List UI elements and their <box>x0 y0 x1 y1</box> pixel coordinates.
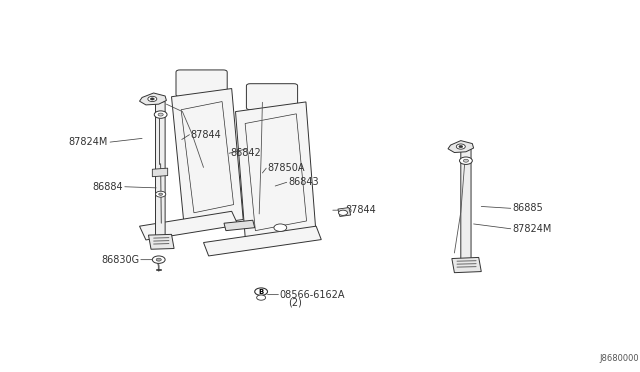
Circle shape <box>150 98 154 100</box>
FancyBboxPatch shape <box>176 70 227 97</box>
FancyBboxPatch shape <box>246 84 298 110</box>
Circle shape <box>456 144 465 149</box>
Text: 86884: 86884 <box>92 182 123 192</box>
Circle shape <box>158 113 163 116</box>
Circle shape <box>463 159 468 162</box>
Circle shape <box>156 258 161 261</box>
Polygon shape <box>152 168 168 177</box>
Text: 87824M: 87824M <box>512 224 552 234</box>
Polygon shape <box>172 89 243 228</box>
Text: 87850A: 87850A <box>268 163 305 173</box>
Polygon shape <box>156 102 165 248</box>
Circle shape <box>255 288 268 295</box>
Circle shape <box>274 224 287 231</box>
Circle shape <box>459 145 463 148</box>
Circle shape <box>154 111 167 118</box>
Text: 08566-6162A: 08566-6162A <box>280 290 345 299</box>
Text: 87844: 87844 <box>346 205 376 215</box>
Polygon shape <box>338 208 351 217</box>
Polygon shape <box>204 226 321 256</box>
Circle shape <box>460 157 472 164</box>
Text: (2): (2) <box>288 297 302 307</box>
Text: 86843: 86843 <box>288 177 319 187</box>
Polygon shape <box>461 149 471 264</box>
Text: 86842: 86842 <box>230 148 261 158</box>
Text: 87824M: 87824M <box>68 137 108 147</box>
Circle shape <box>339 210 348 215</box>
Circle shape <box>152 256 165 263</box>
Polygon shape <box>448 141 474 153</box>
Polygon shape <box>452 257 481 273</box>
Circle shape <box>148 96 157 102</box>
Polygon shape <box>236 102 316 245</box>
Text: B: B <box>259 289 264 295</box>
Circle shape <box>156 191 166 197</box>
Circle shape <box>159 193 163 195</box>
Text: 86830G: 86830G <box>101 255 140 264</box>
Text: J8680000: J8680000 <box>599 354 639 363</box>
Text: 87844: 87844 <box>191 130 221 140</box>
Polygon shape <box>224 220 255 231</box>
Polygon shape <box>140 211 238 240</box>
Polygon shape <box>148 234 174 249</box>
Polygon shape <box>140 93 166 105</box>
Circle shape <box>257 295 266 300</box>
Text: 86885: 86885 <box>512 203 543 213</box>
